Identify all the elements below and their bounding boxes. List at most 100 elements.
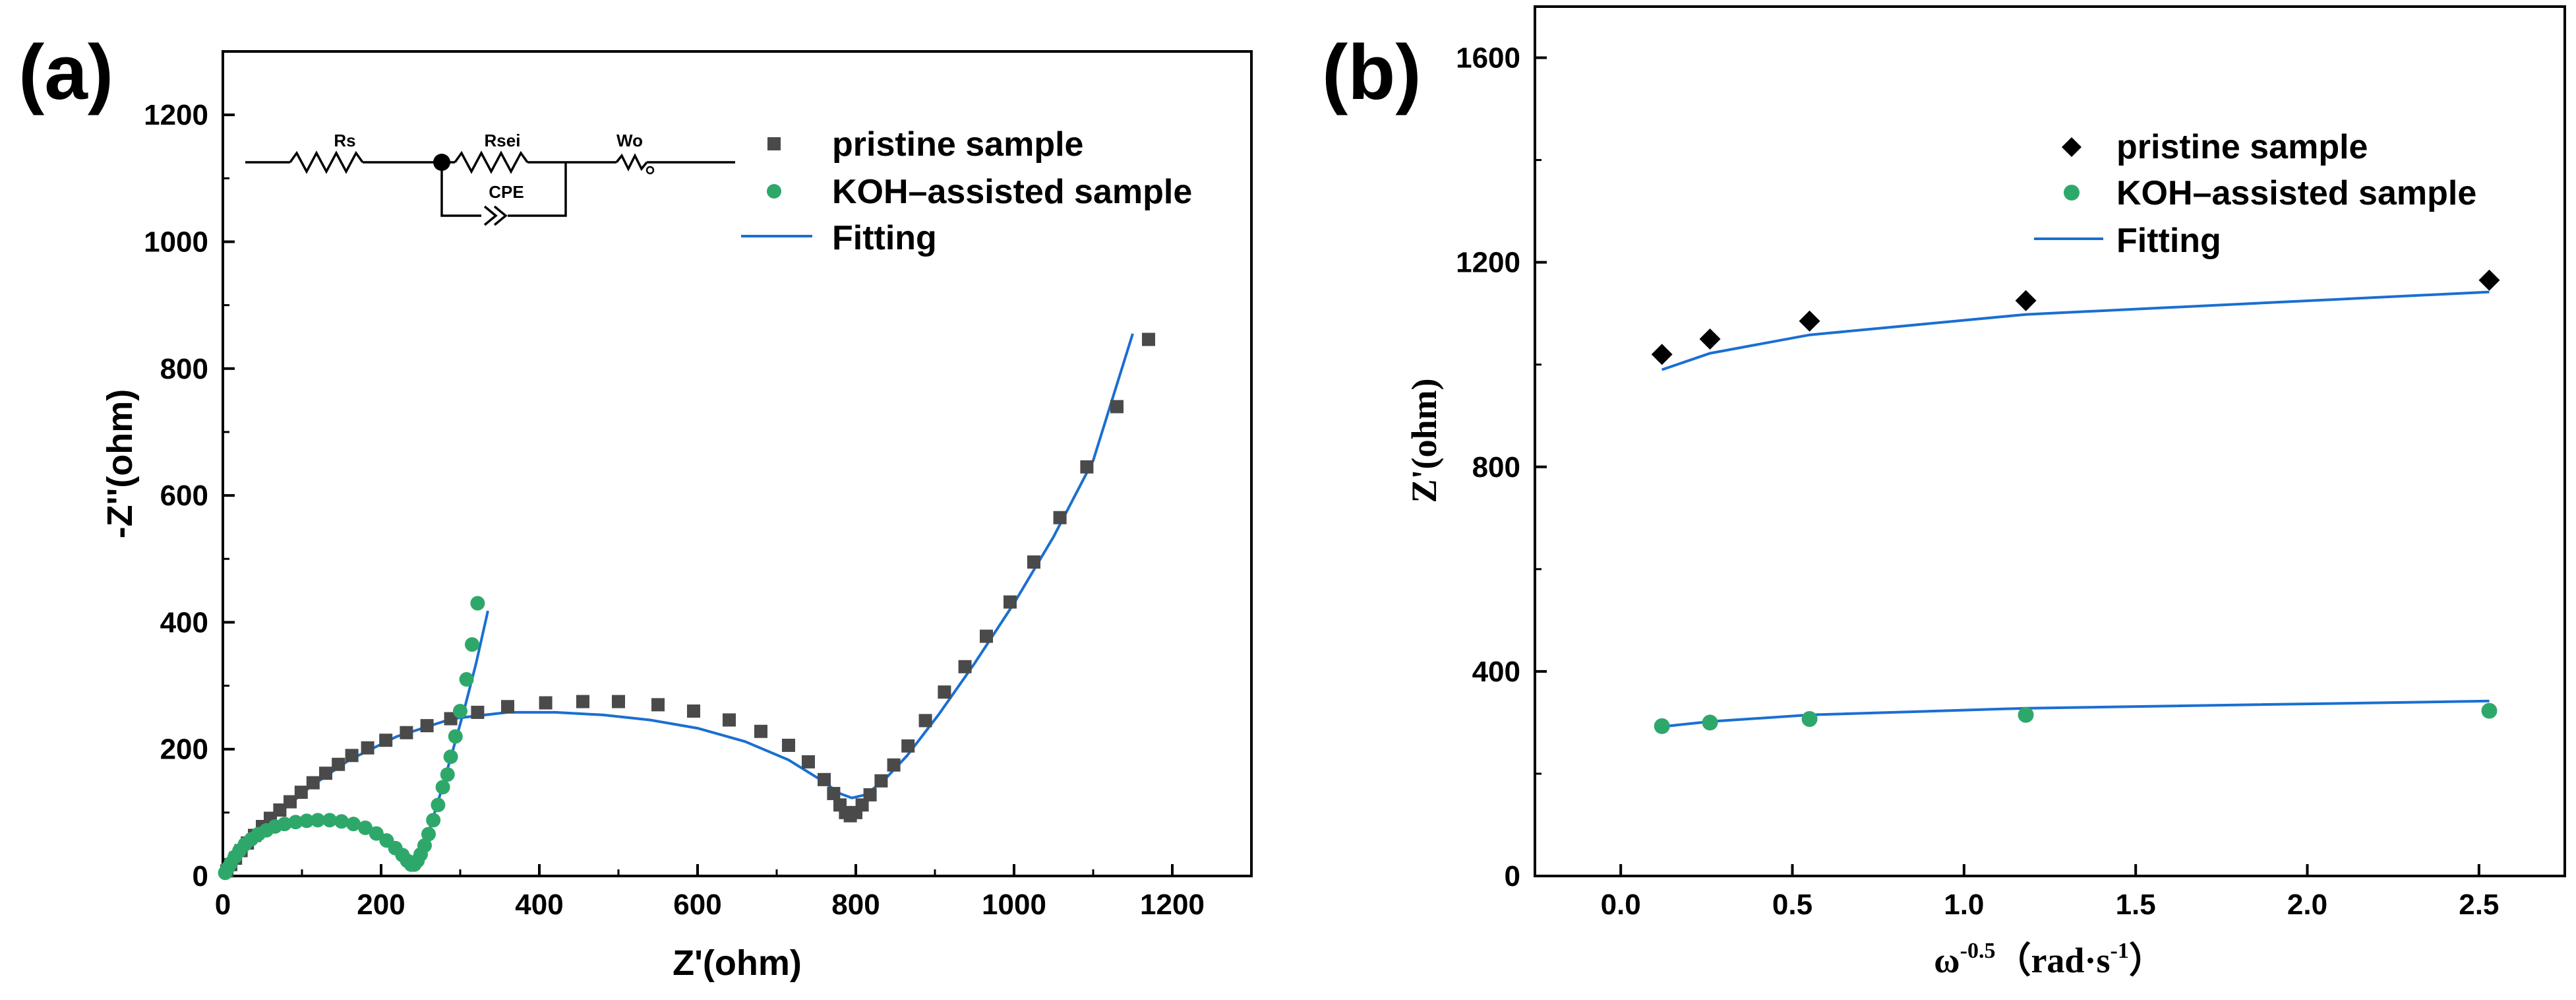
pristine-point — [294, 786, 308, 799]
rsei-resistor-icon — [454, 150, 529, 174]
koh-point — [465, 637, 479, 652]
cpe-element-icon — [483, 205, 498, 226]
x-tick-label: 400 — [515, 889, 563, 921]
koh-point — [440, 767, 455, 782]
wo-warburg-icon — [615, 153, 648, 172]
koh-point — [459, 672, 474, 687]
panel-b-xlabel-exponent: -0.5 — [1960, 939, 1996, 963]
pristine-point — [332, 757, 345, 771]
pristine-point — [1027, 555, 1040, 569]
x-tick-label: 2.0 — [2287, 889, 2327, 921]
pristine-point — [1080, 460, 1094, 474]
panel-a-ylabel: -Z''(ohm) — [100, 389, 140, 539]
koh-point — [453, 704, 467, 718]
panel-b-xlabel: ω-0.5（rad·s-1） — [1934, 939, 2165, 980]
pristine-point — [471, 705, 485, 719]
pristine-point — [1110, 400, 1123, 414]
pristine-point — [958, 660, 972, 673]
pristine-point — [420, 719, 434, 733]
pristine-point — [1053, 511, 1067, 524]
panel-a-ticks: 0 200 400 600 800 1000 1200 0 200 400 600 800 1000 12… — [144, 99, 1205, 921]
koh-point — [421, 827, 436, 842]
pristine-point — [612, 695, 625, 708]
pristine-point — [901, 739, 915, 753]
koh-point — [311, 813, 325, 828]
legend-label-pristine: pristine sample — [832, 125, 1083, 164]
pristine-point — [539, 696, 553, 710]
pristine-point — [444, 712, 458, 726]
circuit-label-wo: Wo — [616, 131, 643, 150]
koh-point — [346, 817, 361, 832]
koh-point — [288, 815, 303, 830]
pristine-point — [887, 758, 901, 772]
panel-b-marks — [1651, 269, 2500, 734]
y-tick-label: 200 — [160, 734, 208, 766]
pristine-point — [2478, 269, 2500, 291]
circuit-wire — [508, 162, 567, 217]
panel-b-xlabel-omega: ω — [1934, 941, 1960, 980]
pristine-point — [319, 766, 332, 780]
legend-label-koh: KOH–assisted sample — [832, 173, 1192, 211]
pristine-point — [818, 772, 831, 786]
legend-label-fitting-b: Fitting — [2116, 222, 2221, 260]
pristine-point — [306, 776, 320, 790]
x-tick-label: 1200 — [1140, 889, 1205, 921]
koh-point — [448, 729, 463, 744]
koh-point — [2018, 706, 2034, 723]
legend-marker-circle — [767, 184, 781, 199]
pristine-point — [2015, 290, 2037, 311]
pristine-point — [576, 695, 589, 708]
pristine-point — [918, 714, 932, 728]
legend-label-fitting: Fitting — [832, 219, 937, 257]
panel-b-ylabel: Z'(ohm) — [1404, 379, 1444, 503]
koh-point — [443, 749, 458, 765]
pristine-point — [1142, 332, 1155, 346]
x-tick-label: 0.5 — [1772, 889, 1812, 921]
koh-point — [299, 813, 315, 828]
circuit-node-icon — [433, 154, 450, 171]
panel-a-legend: pristine sample KOH–assisted sample Fitt… — [741, 125, 1192, 257]
koh-point — [334, 814, 349, 829]
pristine-point — [827, 787, 841, 800]
panel-b-xlabel-unit: （rad·s — [1995, 941, 2110, 980]
legend-marker-square — [767, 137, 781, 150]
koh-point — [2481, 703, 2498, 719]
panel-a-marks — [218, 332, 1155, 881]
x-tick-label: 1000 — [982, 889, 1046, 921]
pristine-point — [345, 749, 359, 763]
pristine-point — [400, 726, 413, 739]
panel-a-xlabel: Z'(ohm) — [673, 943, 802, 983]
y-tick-label: 800 — [1472, 451, 1520, 484]
panel-b-label: (b) — [1322, 29, 1422, 116]
y-tick-label: 1200 — [144, 99, 208, 131]
panel-b-ticks: 0.0 0.5 1.0 1.5 2.0 2.5 0 400 800 1200 1600 — [1456, 42, 2499, 921]
panel-b-xlabel-close: ） — [2129, 941, 2165, 980]
circuit-label-rsei: Rsei — [485, 131, 521, 150]
pristine-point — [687, 704, 700, 718]
x-tick-label: 200 — [357, 889, 405, 921]
panel-a: (a) 0 200 400 600 800 1000 1200 0 200 400 600 800 10… — [18, 29, 1253, 983]
koh-point — [470, 596, 485, 611]
circuit-wire — [440, 162, 481, 217]
y-tick-label: 0 — [1505, 860, 1520, 892]
cpe-element-icon — [493, 205, 508, 226]
y-tick-label: 0 — [193, 860, 208, 892]
x-tick-label: 1.5 — [2116, 889, 2156, 921]
koh-point — [1702, 714, 1718, 731]
pristine-point — [782, 738, 795, 752]
pristine-point — [723, 713, 736, 727]
equivalent-circuit — [245, 150, 735, 226]
panel-b-frame — [1534, 5, 2566, 877]
panel-b-legend: pristine sample KOH–assisted sample Fitt… — [2034, 128, 2476, 260]
pristine-point — [379, 734, 393, 747]
pristine-point — [1003, 595, 1017, 609]
pristine-point — [1651, 344, 1673, 365]
koh-point — [431, 797, 446, 813]
koh-point — [417, 838, 432, 853]
legend-label-koh-b: KOH–assisted sample — [2116, 174, 2476, 212]
y-tick-label: 1200 — [1456, 247, 1520, 279]
x-tick-label: 600 — [673, 889, 721, 921]
koh-point — [1801, 710, 1818, 727]
circuit-label-rs: Rs — [334, 131, 355, 150]
